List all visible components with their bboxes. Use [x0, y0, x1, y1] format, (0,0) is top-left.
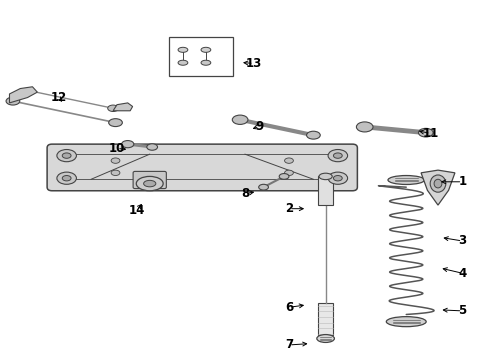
Polygon shape	[9, 87, 37, 103]
Ellipse shape	[333, 153, 342, 158]
Text: 13: 13	[245, 57, 262, 70]
Ellipse shape	[388, 176, 424, 184]
Ellipse shape	[201, 60, 211, 65]
Text: 4: 4	[458, 267, 466, 280]
Ellipse shape	[279, 174, 289, 179]
Ellipse shape	[122, 140, 134, 148]
Ellipse shape	[109, 119, 122, 127]
Ellipse shape	[62, 176, 71, 181]
Text: 1: 1	[458, 175, 466, 188]
Ellipse shape	[232, 115, 248, 125]
Ellipse shape	[178, 60, 188, 65]
Ellipse shape	[333, 176, 342, 181]
Ellipse shape	[201, 47, 211, 52]
Ellipse shape	[108, 105, 119, 112]
Ellipse shape	[328, 172, 347, 184]
Ellipse shape	[285, 170, 294, 176]
Text: 6: 6	[285, 301, 293, 314]
Text: 3: 3	[458, 234, 466, 247]
Ellipse shape	[307, 131, 320, 139]
Text: 10: 10	[109, 142, 125, 155]
Ellipse shape	[430, 175, 446, 192]
Ellipse shape	[434, 179, 442, 188]
Ellipse shape	[6, 97, 20, 105]
Ellipse shape	[111, 158, 120, 163]
Text: 14: 14	[128, 204, 145, 217]
Ellipse shape	[57, 172, 76, 184]
Ellipse shape	[328, 149, 347, 162]
Text: 11: 11	[422, 127, 439, 140]
Ellipse shape	[111, 170, 120, 176]
FancyBboxPatch shape	[47, 144, 357, 191]
FancyBboxPatch shape	[133, 171, 166, 189]
Ellipse shape	[62, 153, 71, 158]
Ellipse shape	[317, 334, 334, 342]
Ellipse shape	[285, 158, 294, 163]
Bar	[318, 303, 333, 335]
Ellipse shape	[147, 144, 158, 150]
Ellipse shape	[259, 184, 269, 190]
Ellipse shape	[57, 149, 76, 162]
Text: 9: 9	[255, 120, 264, 133]
Polygon shape	[421, 170, 455, 205]
Text: 12: 12	[50, 91, 67, 104]
Ellipse shape	[386, 317, 426, 327]
Text: 7: 7	[285, 338, 293, 351]
Ellipse shape	[319, 173, 332, 180]
Polygon shape	[113, 103, 133, 111]
Ellipse shape	[418, 129, 433, 137]
Text: 5: 5	[458, 305, 466, 318]
Bar	[318, 176, 333, 205]
Ellipse shape	[356, 122, 373, 132]
Text: 8: 8	[241, 187, 249, 200]
Ellipse shape	[136, 176, 163, 191]
Ellipse shape	[178, 47, 188, 52]
Ellipse shape	[144, 180, 156, 187]
Text: 2: 2	[285, 202, 293, 215]
Bar	[169, 37, 233, 76]
